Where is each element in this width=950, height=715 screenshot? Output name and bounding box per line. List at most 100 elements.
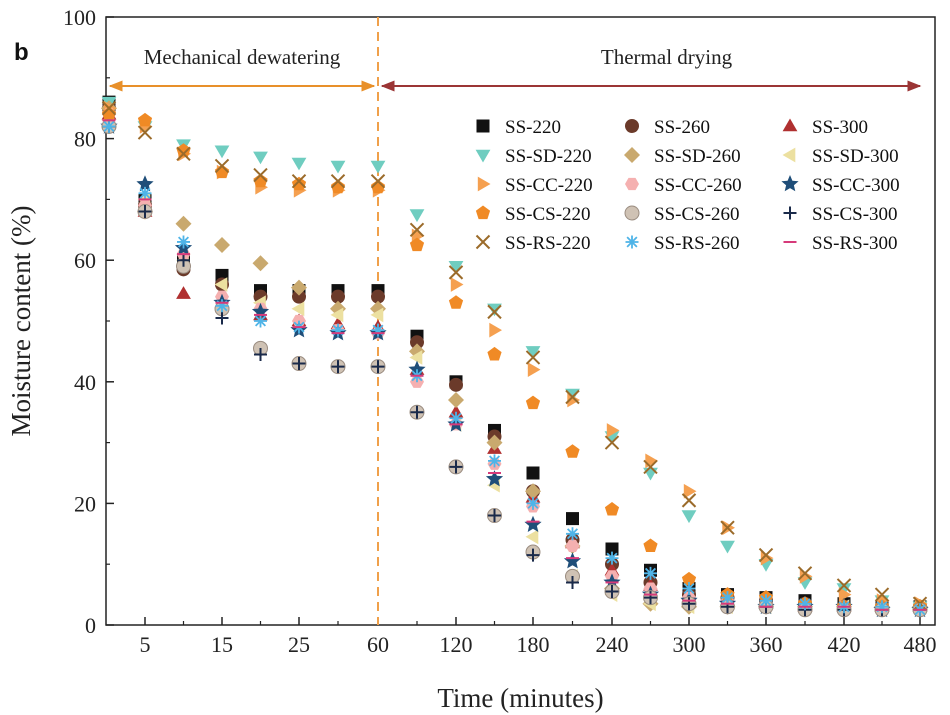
legend-entry-ss-cc-300: SS-CC-300 <box>781 175 900 196</box>
data-point <box>448 295 464 309</box>
data-point <box>682 582 696 596</box>
data-point <box>604 435 620 450</box>
data-point <box>448 261 464 274</box>
data-point <box>565 389 580 405</box>
legend-label: SS-260 <box>654 117 710 138</box>
data-point <box>524 515 542 532</box>
data-point <box>526 548 540 562</box>
legend-marker <box>475 149 491 163</box>
data-point <box>682 597 696 611</box>
legend-label: SS-RS-220 <box>505 233 591 254</box>
data-point <box>253 173 268 188</box>
thermal-drying-label: Thermal drying <box>601 45 733 69</box>
data-point <box>410 335 424 350</box>
data-point <box>643 459 658 475</box>
data-point <box>101 100 117 116</box>
data-point <box>563 552 582 569</box>
data-point <box>177 235 190 249</box>
data-point <box>798 597 812 611</box>
panel-label: b <box>14 39 29 66</box>
data-point <box>448 265 464 280</box>
data-point <box>175 215 192 232</box>
data-point <box>136 175 154 192</box>
data-point <box>409 222 425 238</box>
legend-entry-ss-rs-220: SS-RS-220 <box>475 233 591 254</box>
data-point <box>291 301 305 317</box>
data-point <box>214 277 228 292</box>
data-point <box>488 509 501 523</box>
data-point <box>331 323 345 337</box>
data-point <box>291 279 307 296</box>
plot-frame-group <box>105 16 936 626</box>
x-tick-label: 5 <box>140 632 151 657</box>
legend-marker <box>475 234 491 250</box>
x-tick-label: 15 <box>211 632 233 657</box>
data-point <box>330 173 346 189</box>
x-tick-label: 300 <box>673 632 706 657</box>
data-point <box>176 143 191 157</box>
data-point <box>215 299 229 313</box>
data-point <box>254 314 267 328</box>
data-point <box>253 167 268 183</box>
data-point <box>874 587 890 602</box>
legend-entry-ss-sd-260: SS-SD-260 <box>624 146 741 167</box>
data-point <box>758 547 774 563</box>
legend-label: SS-CS-300 <box>812 204 898 225</box>
legend-marker <box>475 205 491 220</box>
legend-entry-ss-cs-260: SS-CS-260 <box>624 204 740 225</box>
legend-marker <box>625 235 639 249</box>
data-point <box>138 205 152 219</box>
legend-entry-ss-sd-220: SS-SD-220 <box>475 146 592 167</box>
data-point <box>527 362 541 377</box>
data-point <box>525 483 541 500</box>
series-ss-rs-300 <box>102 119 927 611</box>
legend-marker <box>624 147 640 163</box>
legend-label: SS-220 <box>505 117 561 138</box>
data-point <box>797 566 813 581</box>
data-point <box>292 289 306 304</box>
data-point <box>643 538 658 552</box>
y-tick-label: 0 <box>85 613 96 638</box>
data-point <box>330 307 344 323</box>
data-point <box>759 594 773 608</box>
legend-entry-ss-cc-220: SS-CC-220 <box>477 175 593 196</box>
data-point <box>331 360 345 374</box>
data-point <box>644 566 657 580</box>
y-tick-label: 80 <box>74 127 96 152</box>
y-tick-label: 40 <box>74 370 96 395</box>
legend-marker <box>625 119 639 133</box>
legend-entry-ss-rs-260: SS-RS-260 <box>625 233 740 254</box>
legend-label: SS-RS-260 <box>654 233 740 254</box>
data-point <box>331 289 345 304</box>
x-tick-label: 60 <box>367 632 389 657</box>
legend-entry-ss-sd-300: SS-SD-300 <box>782 146 899 167</box>
data-point <box>565 539 580 552</box>
y-tick-label: 100 <box>63 5 96 30</box>
data-point <box>252 255 269 272</box>
data-point <box>486 434 503 451</box>
legend-entry-ss-cc-260: SS-CC-260 <box>625 175 742 196</box>
data-point <box>291 157 307 171</box>
data-point <box>449 377 463 392</box>
data-point <box>681 493 697 508</box>
plot-frame <box>105 16 936 626</box>
x-tick-label: 420 <box>828 632 861 657</box>
data-point <box>605 585 619 599</box>
data-point <box>371 360 385 374</box>
legend-entry-ss-rs-300: SS-RS-300 <box>783 233 898 254</box>
data-point <box>605 542 619 556</box>
data-point <box>487 346 502 361</box>
data-point <box>566 575 579 589</box>
series-ss-rs-220 <box>101 100 928 611</box>
data-point <box>370 179 386 194</box>
x-axis-label: Time (minutes) <box>437 683 603 713</box>
data-point <box>836 583 852 596</box>
data-point <box>292 357 306 371</box>
legend-label: SS-CC-220 <box>505 175 593 196</box>
data-point <box>526 496 540 510</box>
data-point <box>102 119 116 133</box>
legend-label: SS-SD-260 <box>654 146 741 167</box>
x-tick-label: 480 <box>904 632 937 657</box>
data-point <box>450 277 464 292</box>
legend-entry-ss-220: SS-220 <box>476 117 561 138</box>
